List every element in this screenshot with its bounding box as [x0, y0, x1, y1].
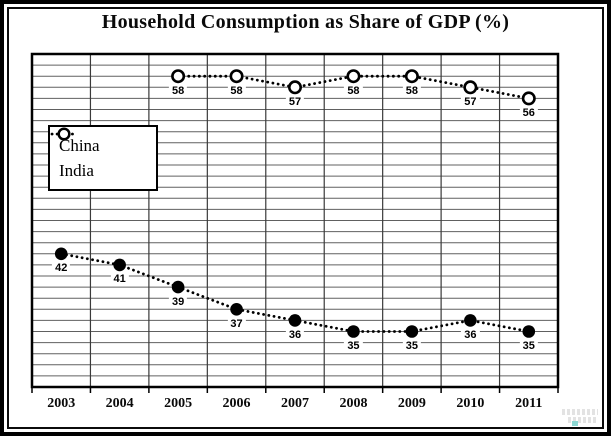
x-axis-label-2004: 2004: [105, 396, 134, 411]
legend-label-india: India: [59, 160, 94, 180]
data-label-china-2005: 39: [168, 295, 188, 308]
plot-border: [30, 52, 560, 389]
marker-china: [113, 258, 126, 272]
watermark-line: [562, 409, 598, 415]
marker-china: [464, 314, 477, 327]
marker-china: [347, 325, 360, 338]
x-axis-label-2009: 2009: [397, 396, 426, 411]
data-label-india-2008: 58: [344, 84, 363, 97]
marker-china: [288, 314, 302, 327]
marker-india: [521, 91, 536, 106]
marker-india: [229, 69, 244, 84]
watermark-line: [568, 417, 598, 423]
marker-china: [522, 325, 536, 338]
data-label-china-2006: 37: [227, 317, 246, 330]
data-label-india-2010: 57: [461, 95, 480, 108]
legend-entry-india: India: [50, 127, 156, 182]
x-axis-label-2006: 2006: [222, 396, 251, 411]
data-label-china-2008: 35: [344, 340, 363, 352]
data-label-china-2007: 36: [285, 328, 305, 341]
marker-china: [230, 303, 243, 316]
data-label-china-2004: 41: [110, 273, 129, 286]
legend-label-china: China: [59, 135, 100, 155]
watermark: [562, 409, 600, 426]
marker-china: [405, 325, 419, 338]
data-label-china-2003: 42: [52, 262, 71, 275]
marker-china: [171, 280, 185, 294]
data-label-china-2009: 35: [402, 340, 421, 352]
x-axis-label-2008: 2008: [339, 396, 368, 411]
data-label-india-2009: 58: [402, 84, 421, 97]
marker-india: [404, 69, 419, 84]
data-label-india-2007: 57: [285, 95, 305, 108]
x-axis-label-2010: 2010: [456, 396, 485, 411]
marker-china: [54, 247, 68, 261]
plot-area: China India 42 41 39 37 36 35 35 36 35 58 58 57 58 58…: [30, 52, 560, 411]
x-axis-label-2011: 2011: [515, 396, 543, 411]
chart-title: Household Consumption as Share of GDP (%…: [101, 11, 510, 33]
india-open-circle-icon: [50, 127, 78, 141]
watermark-logo-dot: [572, 421, 578, 426]
data-label-china-2010: 36: [461, 328, 480, 341]
x-axis-label-2003: 2003: [47, 396, 76, 411]
x-axis-label-2005: 2005: [164, 396, 193, 411]
marker-india: [463, 80, 478, 95]
data-label-india-2011: 56: [519, 106, 538, 119]
marker-india: [171, 69, 186, 84]
legend: China India: [48, 125, 158, 191]
data-label-china-2011: 35: [519, 340, 538, 352]
data-label-india-2006: 58: [227, 84, 246, 97]
inner-frame: [7, 7, 604, 429]
marker-india: [346, 69, 361, 84]
x-axis-label-2007: 2007: [281, 396, 309, 411]
data-label-india-2005: 58: [168, 84, 188, 97]
marker-india: [287, 80, 302, 95]
